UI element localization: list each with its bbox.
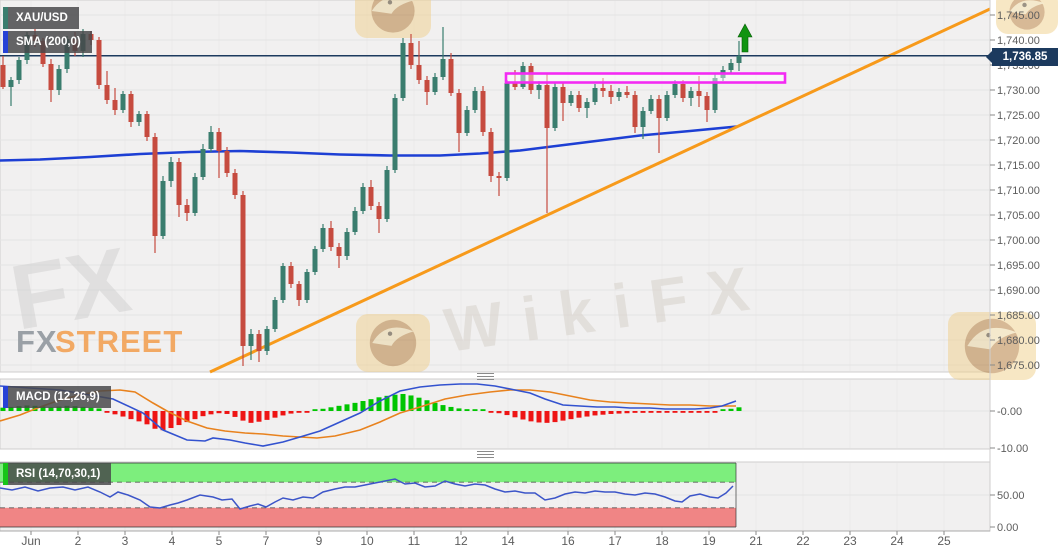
time-axis-label: 19 <box>702 534 716 548</box>
price-axis-label: 0.00 <box>997 522 1018 534</box>
time-axis-label: 5 <box>216 534 223 548</box>
fx-gray-watermark: FX <box>4 229 137 350</box>
time-axis-label: 10 <box>360 534 374 548</box>
rsi-oversold-band <box>0 507 736 527</box>
time-axis-label: 2 <box>75 534 82 548</box>
price-axis-label: 1,690.00 <box>997 285 1040 297</box>
time-axis-label: 3 <box>122 534 129 548</box>
price-axis-label: 1,740.00 <box>997 35 1040 47</box>
price-axis-label: 1,695.00 <box>997 260 1040 272</box>
price-axis-label: 1,720.00 <box>997 135 1040 147</box>
rsi-band-borders <box>0 462 737 528</box>
time-axis-label: Jun <box>21 534 40 548</box>
price-axis-label: 1,705.00 <box>997 210 1040 222</box>
price-axis-label: 1,715.00 <box>997 160 1040 172</box>
price-axis-label: -0.00 <box>997 406 1022 418</box>
time-axis-label: 14 <box>501 534 515 548</box>
price-axis-label: 1,725.00 <box>997 110 1040 122</box>
panel-resize-handle-macd[interactable] <box>477 373 494 381</box>
ascending-trendline[interactable] <box>209 7 991 374</box>
macd-histogram <box>0 393 742 431</box>
time-axis[interactable]: Jun 2 3 4 5 7 9 10 11 12 14 16 17 18 19 21 22 23 24 25 <box>0 530 990 548</box>
symbol-label: XAU/USD <box>16 12 68 24</box>
time-axis-label: 17 <box>608 534 622 548</box>
sma-indicator-label-box[interactable]: SMA (200,0) <box>3 31 92 53</box>
horizontal-gridlines <box>0 14 990 496</box>
time-axis-label: 11 <box>408 534 421 548</box>
rsi-overbought-band <box>0 463 736 483</box>
rsi-line <box>0 478 734 510</box>
price-axis-label: 50.00 <box>997 490 1025 502</box>
panel-resize-handle-rsi[interactable] <box>477 451 494 459</box>
time-axis-label: 9 <box>316 534 323 548</box>
rsi-indicator-label: RSI (14,70,30,1) <box>16 468 101 480</box>
time-axis-label: 18 <box>655 534 669 548</box>
price-axis: 1,745.001,740.001,735.001,730.001,725.00… <box>989 0 1040 534</box>
time-axis-label: 12 <box>454 534 468 548</box>
macd-indicator-label-box[interactable]: MACD (12,26,9) <box>3 386 111 408</box>
candles <box>0 27 742 366</box>
time-axis-label: 24 <box>890 534 904 548</box>
time-axis-label: 25 <box>937 534 951 548</box>
rsi-indicator-label-box[interactable]: RSI (14,70,30,1) <box>3 463 112 485</box>
wikifx-eagle-watermark <box>948 312 1036 380</box>
fxstreet-logo-fx: FX <box>16 324 58 359</box>
price-axis-label: 1,730.00 <box>997 85 1040 97</box>
price-axis-label: -10.00 <box>997 443 1028 455</box>
wikifx-eagle-watermark <box>355 0 431 38</box>
sma-200-line <box>0 125 739 162</box>
current-price-badge: 1,736.85 <box>986 48 1058 66</box>
sma-indicator-label: SMA (200,0) <box>16 36 81 48</box>
price-axis-label: 1,710.00 <box>997 185 1040 197</box>
time-axis-label: 21 <box>749 534 763 548</box>
up-arrow-annotation[interactable] <box>737 23 753 53</box>
fxstreet-logo-street: STREET <box>55 324 183 359</box>
time-axis-label: 7 <box>263 534 270 548</box>
time-axis-label: 4 <box>169 534 176 548</box>
price-axis-label: 1,680.00 <box>997 335 1040 347</box>
wikifx-eagle-watermark <box>356 314 430 372</box>
macd-indicator-label: MACD (12,26,9) <box>16 391 100 403</box>
price-axis-label: 1,700.00 <box>997 235 1040 247</box>
time-axis-label: 16 <box>561 534 575 548</box>
macd-line <box>0 383 737 447</box>
symbol-label-box[interactable]: XAU/USD <box>3 7 79 29</box>
wikifx-eagle-watermark <box>996 0 1058 34</box>
time-axis-label: 23 <box>843 534 857 548</box>
price-axis-label: 1,745.00 <box>997 10 1040 22</box>
time-axis-label: 22 <box>796 534 810 548</box>
price-axis-label: 1,685.00 <box>997 310 1040 322</box>
price-axis-label: 1,675.00 <box>997 360 1040 372</box>
resistance-zone-box[interactable] <box>504 72 787 84</box>
macd-signal-line <box>0 389 736 439</box>
